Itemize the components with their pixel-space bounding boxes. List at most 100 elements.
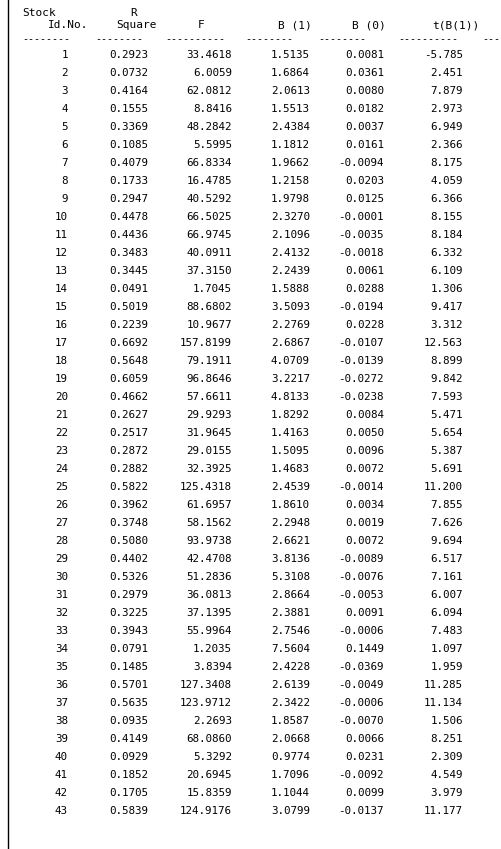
Text: 0.0929: 0.0929 [109,752,148,762]
Text: 33.4618: 33.4618 [186,50,231,60]
Text: 0.0361: 0.0361 [344,68,383,78]
Text: 7.593: 7.593 [430,392,462,402]
Text: -0.0092: -0.0092 [338,770,383,780]
Text: -0.0094: -0.0094 [338,158,383,168]
Text: 0.0099: 0.0099 [344,788,383,798]
Text: 0.5635: 0.5635 [109,698,148,708]
Text: 1: 1 [62,50,68,60]
Text: 2.3270: 2.3270 [271,212,310,222]
Text: 13: 13 [55,266,68,276]
Text: 18: 18 [55,356,68,366]
Text: 5.3108: 5.3108 [271,572,310,582]
Text: 68.0860: 68.0860 [186,734,231,744]
Text: 2.2769: 2.2769 [271,320,310,330]
Text: 157.8199: 157.8199 [180,338,231,348]
Text: 11.285: 11.285 [423,680,462,690]
Text: 0.1485: 0.1485 [109,662,148,672]
Text: 2.4132: 2.4132 [271,248,310,258]
Text: 0.1733: 0.1733 [109,176,148,186]
Text: -0.0369: -0.0369 [338,662,383,672]
Text: 0.5019: 0.5019 [109,302,148,312]
Text: 2.2693: 2.2693 [192,716,231,726]
Text: 2.309: 2.309 [430,752,462,762]
Text: 6.332: 6.332 [430,248,462,258]
Text: 61.6957: 61.6957 [186,500,231,510]
Text: 0.0161: 0.0161 [344,140,383,150]
Text: B (1): B (1) [278,20,311,30]
Text: 3.5093: 3.5093 [271,302,310,312]
Text: 0.2882: 0.2882 [109,464,148,474]
Text: 9.417: 9.417 [430,302,462,312]
Text: 5.5995: 5.5995 [192,140,231,150]
Text: 0.5080: 0.5080 [109,536,148,546]
Text: 1.8587: 1.8587 [271,716,310,726]
Text: 1.2035: 1.2035 [192,644,231,654]
Text: 2.1096: 2.1096 [271,230,310,240]
Text: 62.0812: 62.0812 [186,86,231,96]
Text: ----------: ---------- [165,34,224,44]
Text: 24: 24 [55,464,68,474]
Text: 14: 14 [55,284,68,294]
Text: 16.4785: 16.4785 [186,176,231,186]
Text: 37.1395: 37.1395 [186,608,231,618]
Text: -0.0070: -0.0070 [338,716,383,726]
Text: 4.059: 4.059 [430,176,462,186]
Text: 9: 9 [62,194,68,204]
Text: 2.6139: 2.6139 [271,680,310,690]
Text: 2.6621: 2.6621 [271,536,310,546]
Text: 0.4164: 0.4164 [109,86,148,96]
Text: 0.0228: 0.0228 [344,320,383,330]
Text: 6.007: 6.007 [430,590,462,600]
Text: -0.0137: -0.0137 [338,806,383,816]
Text: 0.3225: 0.3225 [109,608,148,618]
Text: 15.8359: 15.8359 [186,788,231,798]
Text: 0.1449: 0.1449 [344,644,383,654]
Text: 7.161: 7.161 [430,572,462,582]
Text: 0.1705: 0.1705 [109,788,148,798]
Text: 40.0911: 40.0911 [186,248,231,258]
Text: 11.134: 11.134 [423,698,462,708]
Text: 20.6945: 20.6945 [186,770,231,780]
Text: 3.8394: 3.8394 [192,662,231,672]
Text: F: F [197,20,204,30]
Text: 0.2979: 0.2979 [109,590,148,600]
Text: 2.4228: 2.4228 [271,662,310,672]
Text: Stock: Stock [22,8,56,18]
Text: 43: 43 [55,806,68,816]
Text: 4.549: 4.549 [430,770,462,780]
Text: 29.0155: 29.0155 [186,446,231,456]
Text: 58.1562: 58.1562 [186,518,231,528]
Text: 51.2836: 51.2836 [186,572,231,582]
Text: 34: 34 [55,644,68,654]
Text: 7.879: 7.879 [430,86,462,96]
Text: 42.4708: 42.4708 [186,554,231,564]
Text: 8.175: 8.175 [430,158,462,168]
Text: 124.9176: 124.9176 [180,806,231,816]
Text: 8.251: 8.251 [430,734,462,744]
Text: 8.899: 8.899 [430,356,462,366]
Text: 0.5326: 0.5326 [109,572,148,582]
Text: 15: 15 [55,302,68,312]
Text: 7.483: 7.483 [430,626,462,636]
Text: 2.8664: 2.8664 [271,590,310,600]
Text: 8.155: 8.155 [430,212,462,222]
Text: 0.5701: 0.5701 [109,680,148,690]
Text: ----------: ---------- [397,34,457,44]
Text: 0.5822: 0.5822 [109,482,148,492]
Text: 0.0050: 0.0050 [344,428,383,438]
Text: 0.2947: 0.2947 [109,194,148,204]
Text: 0.1555: 0.1555 [109,104,148,114]
Text: 7.5604: 7.5604 [271,644,310,654]
Text: 6.0059: 6.0059 [192,68,231,78]
Text: 37.3150: 37.3150 [186,266,231,276]
Text: 66.9745: 66.9745 [186,230,231,240]
Text: 1.7045: 1.7045 [192,284,231,294]
Text: 6.109: 6.109 [430,266,462,276]
Text: 3: 3 [62,86,68,96]
Text: 2.973: 2.973 [430,104,462,114]
Text: -0.0053: -0.0053 [338,590,383,600]
Text: 0.0034: 0.0034 [344,500,383,510]
Text: 1.959: 1.959 [430,662,462,672]
Text: 6.094: 6.094 [430,608,462,618]
Text: 29: 29 [55,554,68,564]
